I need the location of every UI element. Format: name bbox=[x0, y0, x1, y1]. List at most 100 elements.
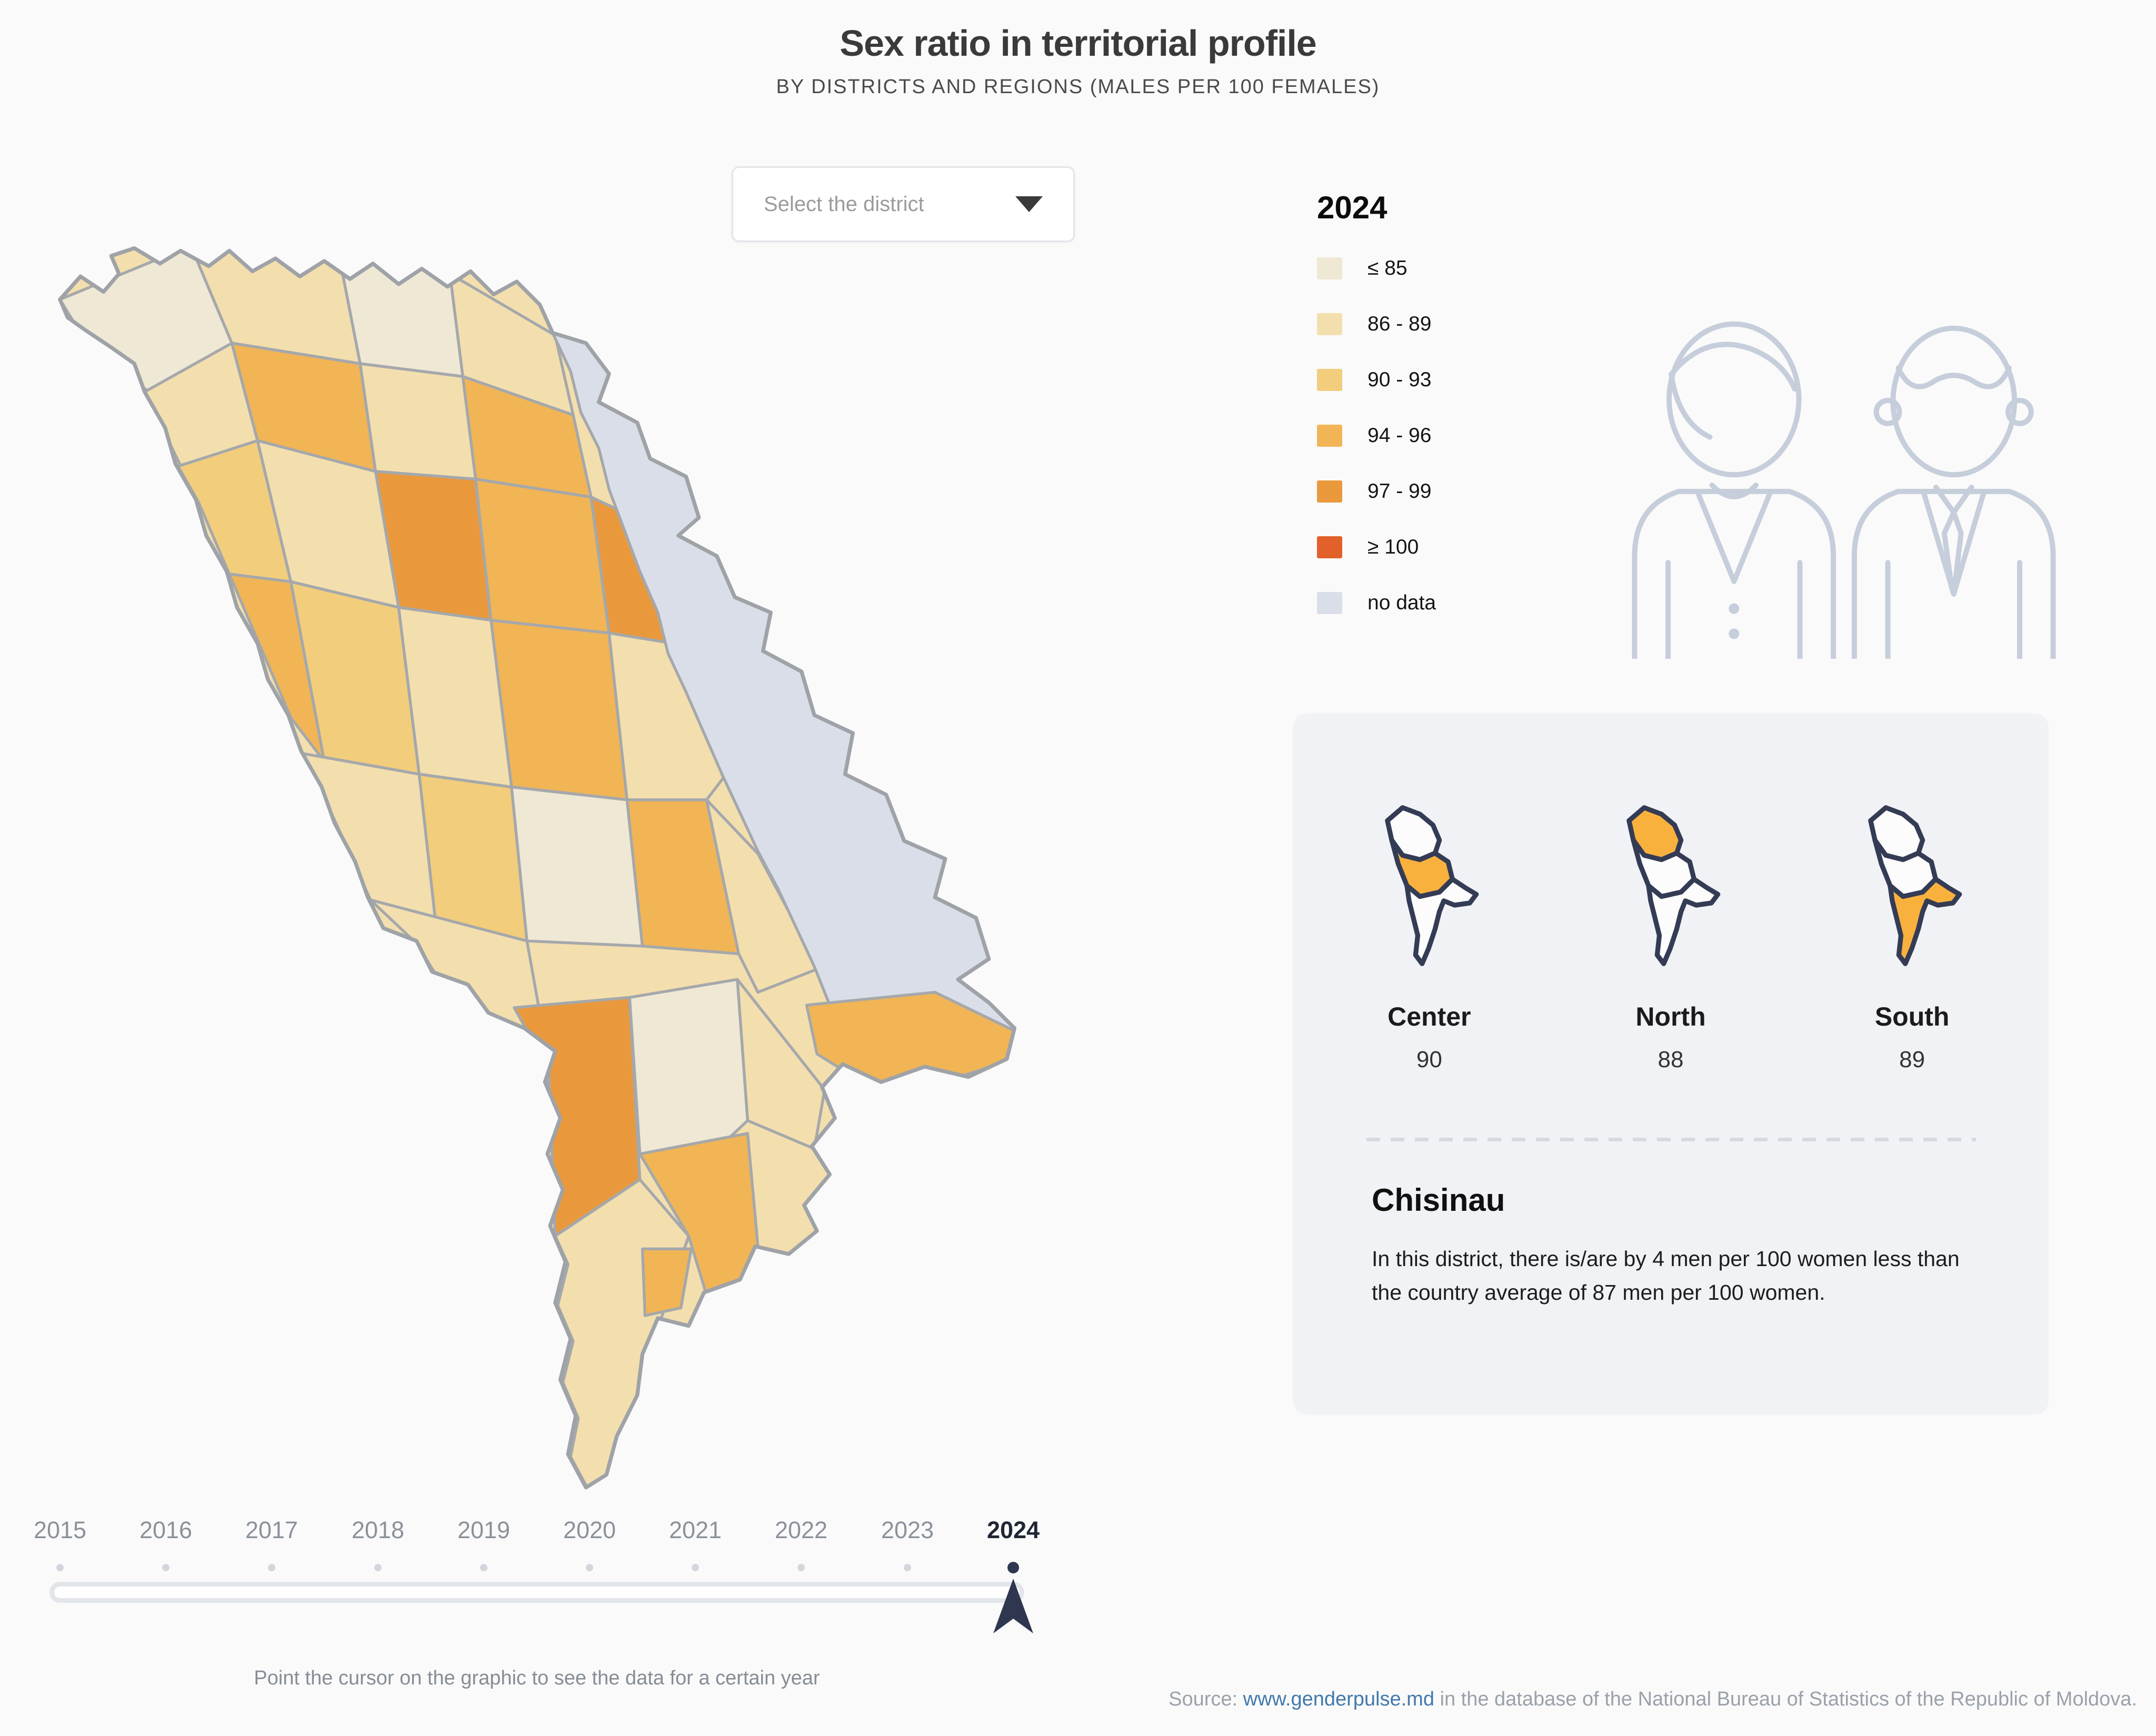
year-tick[interactable]: 2018 bbox=[351, 1517, 405, 1543]
year-dot[interactable] bbox=[56, 1564, 64, 1571]
year-tick[interactable]: 2016 bbox=[139, 1517, 193, 1543]
legend-item: 90 - 93 bbox=[1317, 368, 1436, 392]
legend-item: 86 - 89 bbox=[1317, 312, 1436, 336]
legend-year: 2024 bbox=[1317, 190, 1388, 225]
header: Sex ratio in territorial profile BY DIST… bbox=[0, 22, 2156, 98]
year-dot[interactable] bbox=[586, 1564, 593, 1571]
woman-body bbox=[1632, 488, 1836, 659]
district-select[interactable]: Select the district bbox=[732, 166, 1075, 242]
year-dot[interactable] bbox=[162, 1564, 169, 1571]
mini-south bbox=[1404, 877, 1479, 966]
mini-south bbox=[1646, 877, 1721, 966]
man-tie bbox=[1941, 509, 1964, 597]
legend-label: no data bbox=[1368, 591, 1436, 614]
year-dot[interactable] bbox=[904, 1564, 911, 1571]
mini-south bbox=[1887, 877, 1962, 966]
moldova-choropleth-map[interactable] bbox=[37, 220, 1063, 1503]
woman-hair bbox=[1669, 372, 1713, 440]
source-prefix: Source: bbox=[1169, 1688, 1243, 1710]
center-region-minimap-icon bbox=[1385, 805, 1479, 966]
year-tick[interactable]: 2015 bbox=[33, 1517, 87, 1543]
district[interactable] bbox=[227, 573, 326, 763]
page-subtitle: BY DISTRICTS AND REGIONS (MALES PER 100 … bbox=[776, 76, 1380, 98]
legend-label: 90 - 93 bbox=[1368, 368, 1432, 391]
legend-item: 97 - 99 bbox=[1317, 479, 1436, 504]
district[interactable] bbox=[302, 752, 439, 938]
man-body bbox=[1851, 488, 2056, 659]
man-hair bbox=[1895, 365, 2012, 389]
district[interactable] bbox=[510, 785, 644, 948]
legend-label: ≥ 100 bbox=[1368, 536, 1419, 558]
district-description: In this district, there is/are by 4 men … bbox=[1372, 1247, 1960, 1304]
year-dot[interactable] bbox=[480, 1564, 487, 1571]
district-name: Chisinau bbox=[1372, 1182, 1505, 1218]
legend-label: ≤ 85 bbox=[1368, 257, 1408, 279]
woman-button bbox=[1729, 628, 1740, 639]
legend-label: 86 - 89 bbox=[1368, 313, 1432, 335]
legend-label: 97 - 99 bbox=[1368, 480, 1432, 503]
legend-swatch bbox=[1317, 425, 1342, 447]
district[interactable] bbox=[641, 1247, 693, 1317]
year-tick[interactable]: 2023 bbox=[881, 1517, 934, 1543]
man-ear bbox=[2005, 398, 2034, 426]
legend-item: ≤ 85 bbox=[1317, 256, 1436, 280]
region-value: 88 bbox=[1658, 1047, 1684, 1072]
page-title: Sex ratio in territorial profile bbox=[840, 23, 1316, 64]
region-card-center[interactable]: Center 90 bbox=[1316, 792, 1542, 1073]
region-name: North bbox=[1635, 1002, 1706, 1031]
district[interactable] bbox=[358, 362, 477, 481]
year-dot[interactable] bbox=[692, 1564, 699, 1571]
district[interactable] bbox=[490, 618, 628, 801]
source-suffix: in the database of the National Bureau o… bbox=[1434, 1688, 2137, 1710]
district[interactable] bbox=[628, 978, 750, 1161]
footer: Source: www.genderpulse.md in the databa… bbox=[1169, 1688, 2137, 1711]
region-name: South bbox=[1874, 1002, 1950, 1031]
region-card-south[interactable]: South 89 bbox=[1799, 792, 2025, 1073]
country-outline bbox=[58, 246, 1017, 1490]
man-head bbox=[1890, 325, 2017, 478]
slider-hint: Point the cursor on the graphic to see t… bbox=[254, 1667, 820, 1689]
district[interactable] bbox=[554, 1178, 690, 1490]
legend-swatch bbox=[1317, 592, 1342, 614]
legend-item: 94 - 96 bbox=[1317, 424, 1436, 448]
chevron-down-icon bbox=[1015, 196, 1043, 212]
region-card-north[interactable]: North 88 bbox=[1558, 792, 1784, 1073]
legend-label: 94 - 96 bbox=[1368, 424, 1432, 447]
district[interactable] bbox=[805, 990, 1015, 1086]
year-tick[interactable]: 2017 bbox=[245, 1517, 298, 1543]
year-tick[interactable]: 2022 bbox=[774, 1517, 828, 1543]
slider-cursor-icon[interactable] bbox=[993, 1579, 1033, 1633]
north-region-minimap-icon bbox=[1626, 805, 1721, 966]
legend-swatch bbox=[1317, 369, 1342, 391]
year-tick[interactable]: 2020 bbox=[563, 1517, 616, 1543]
year-dot[interactable] bbox=[268, 1564, 275, 1571]
dashed-divider bbox=[1366, 1138, 1976, 1141]
legend-swatch bbox=[1317, 480, 1342, 503]
year-tick[interactable]: 2021 bbox=[668, 1517, 722, 1543]
legend: 2024 ≤ 85 86 - 89 90 - 93 94 - 96 97 - 9… bbox=[1317, 189, 1436, 647]
woman-lapel bbox=[1694, 488, 1773, 584]
man-ear bbox=[1873, 398, 1902, 426]
legend-swatch bbox=[1317, 257, 1342, 279]
year-dot-selected[interactable] bbox=[1007, 1562, 1019, 1573]
legend-item: ≥ 100 bbox=[1317, 535, 1436, 559]
district[interactable] bbox=[338, 257, 464, 378]
year-tick-selected[interactable]: 2024 bbox=[986, 1517, 1040, 1543]
year-tick[interactable]: 2019 bbox=[457, 1517, 511, 1543]
legend-swatch bbox=[1317, 313, 1342, 335]
district-info: Chisinau In this district, there is/are … bbox=[1372, 1182, 1993, 1309]
district-select-placeholder: Select the district bbox=[764, 192, 924, 216]
source-link[interactable]: www.genderpulse.md bbox=[1243, 1688, 1434, 1710]
year-dot[interactable] bbox=[374, 1564, 382, 1571]
region-value: 90 bbox=[1416, 1047, 1442, 1072]
woman-head bbox=[1666, 321, 1802, 478]
south-region-minimap-icon bbox=[1868, 805, 1962, 966]
district[interactable] bbox=[474, 477, 611, 635]
slider-track[interactable] bbox=[49, 1582, 1024, 1603]
woman-and-man-icon bbox=[1632, 321, 2056, 659]
legend-item: no data bbox=[1317, 591, 1436, 615]
regions-panel: Center 90 North 88 South 89 Chisinau In … bbox=[1293, 714, 2049, 1414]
woman-collar bbox=[1709, 483, 1759, 499]
year-dot[interactable] bbox=[797, 1564, 805, 1571]
